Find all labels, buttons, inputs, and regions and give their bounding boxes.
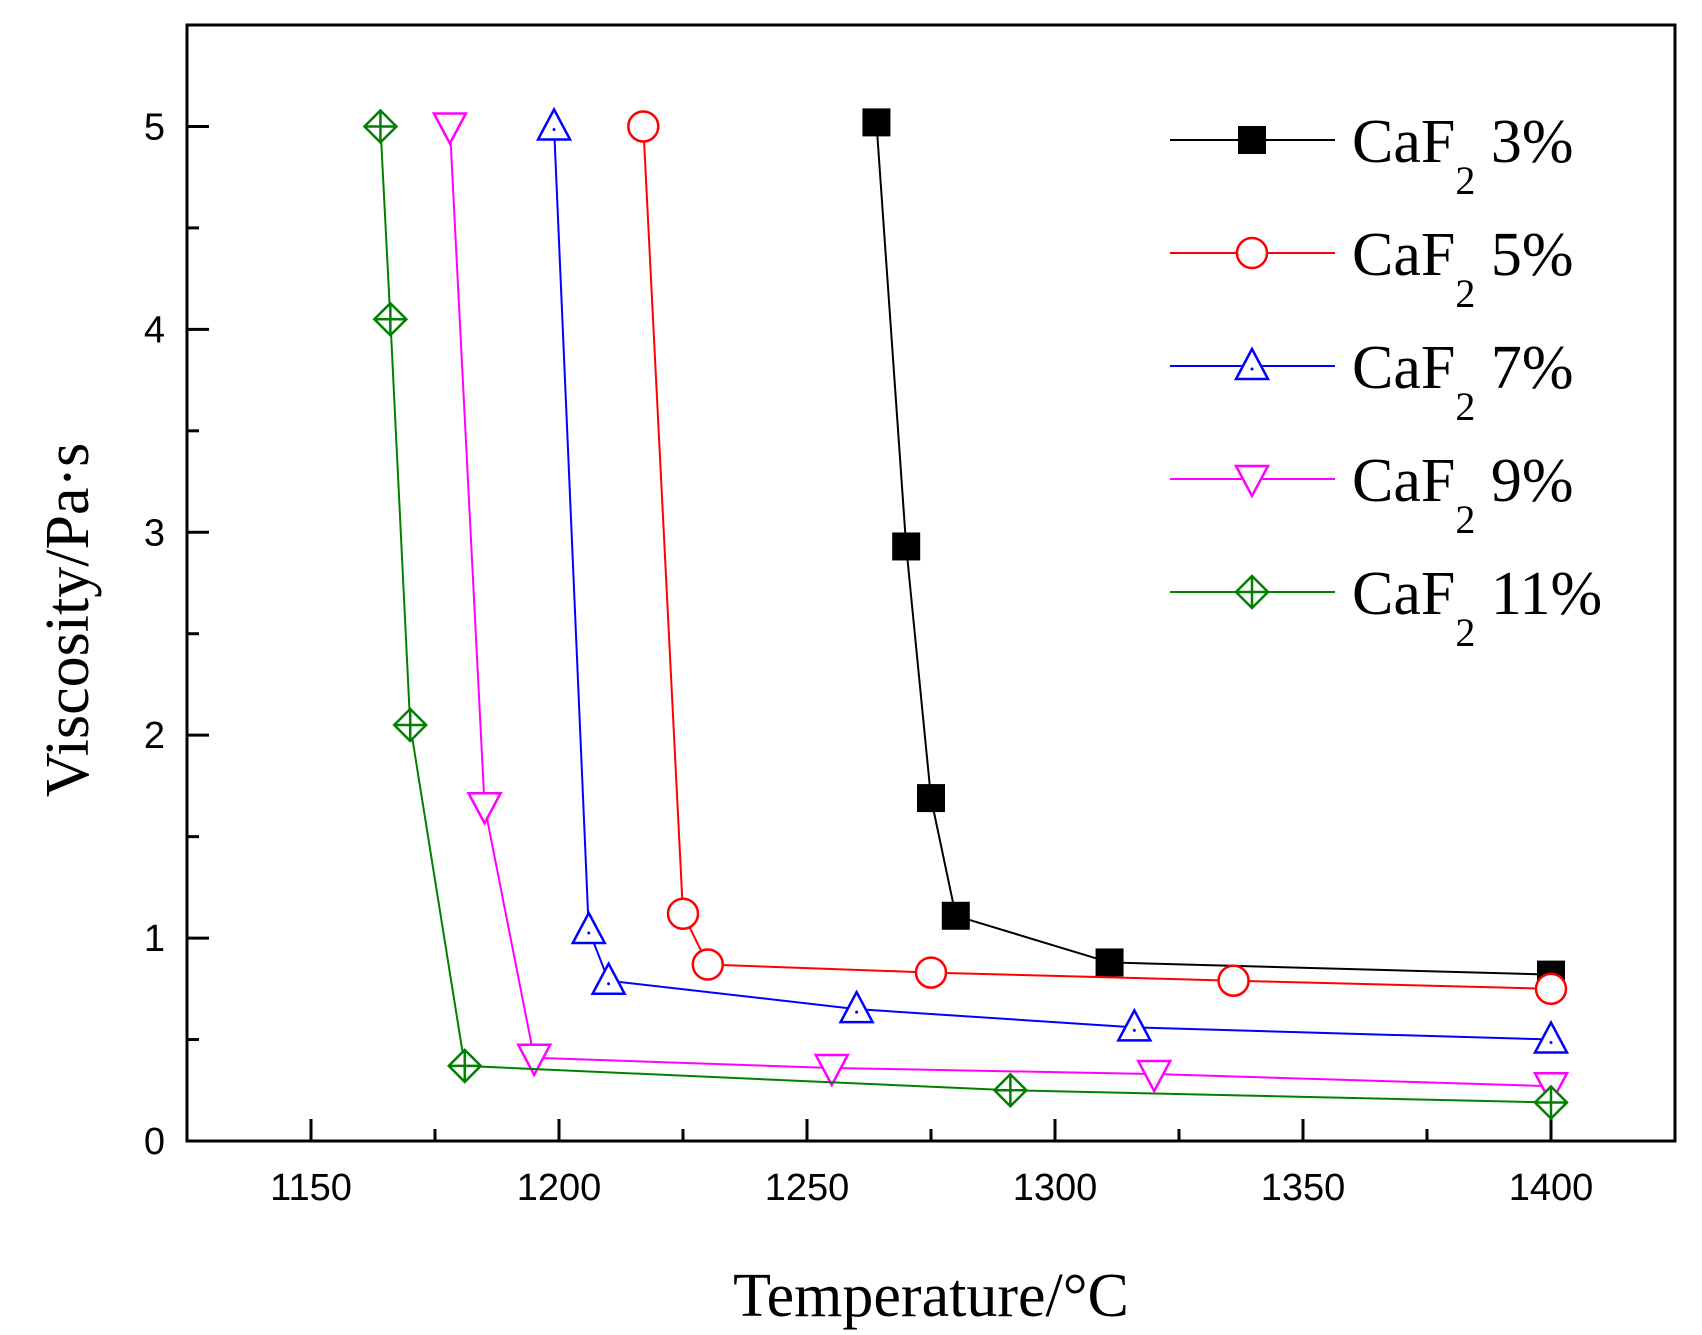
legend-label: CaF2 9% xyxy=(1352,447,1574,542)
data-point xyxy=(392,707,428,743)
y-tick-label: 5 xyxy=(144,106,165,148)
data-point xyxy=(1116,1007,1153,1042)
series-3 xyxy=(535,106,1570,1054)
data-point xyxy=(362,108,399,145)
y-tick-label: 4 xyxy=(144,309,165,351)
data-point xyxy=(941,901,970,930)
data-point xyxy=(627,110,660,143)
y-axis-ticks: 0 1 2 3 4 5 xyxy=(144,23,209,1163)
series-line xyxy=(379,126,1552,1104)
legend-entry: CaF2 11% xyxy=(1170,560,1602,655)
data-point xyxy=(590,961,627,995)
y-tick-label: 0 xyxy=(144,1121,165,1163)
data-point xyxy=(1234,574,1270,610)
x-axis-ticks: 1150 1200 1250 1300 1350 1400 xyxy=(185,1119,1677,1209)
data-point xyxy=(1534,972,1568,1006)
x-tick-label: 1150 xyxy=(270,1167,352,1209)
data-point xyxy=(466,791,503,826)
y-tick-label: 3 xyxy=(144,512,165,554)
y-tick-label: 1 xyxy=(144,918,165,960)
x-tick-label: 1300 xyxy=(1013,1167,1098,1209)
series-line xyxy=(448,126,1552,1088)
data-point xyxy=(372,301,409,337)
series-4 xyxy=(431,112,1570,1106)
data-point xyxy=(666,897,700,930)
data-point xyxy=(1136,1059,1173,1094)
x-tick-label: 1400 xyxy=(1509,1167,1594,1209)
legend-label: CaF2 7% xyxy=(1352,334,1574,429)
data-point xyxy=(813,1053,850,1088)
data-point xyxy=(691,948,725,981)
data-point xyxy=(446,1048,483,1084)
data-point xyxy=(1238,126,1266,154)
series-1 xyxy=(862,108,1565,989)
data-point xyxy=(992,1072,1029,1109)
x-axis-title: Temperature/°C xyxy=(733,1262,1129,1330)
data-point xyxy=(1532,1019,1570,1054)
legend-entry: CaF2 7% xyxy=(1170,334,1574,429)
x-tick-label: 1250 xyxy=(765,1167,850,1209)
data-point xyxy=(892,532,921,561)
data-point xyxy=(431,112,468,147)
data-point xyxy=(917,784,945,813)
x-tick-label: 1350 xyxy=(1261,1167,1346,1209)
series-line xyxy=(553,126,1552,1041)
data-point xyxy=(570,910,607,945)
legend: CaF2 3% CaF2 5% CaF2 7% CaF2 9% CaF2 11% xyxy=(1170,108,1602,655)
legend-label: CaF2 3% xyxy=(1352,108,1574,203)
y-tick-label: 2 xyxy=(144,715,165,757)
data-point xyxy=(1533,1084,1569,1121)
x-tick-label: 1200 xyxy=(517,1167,602,1209)
legend-label: CaF2 11% xyxy=(1352,560,1602,655)
data-point xyxy=(535,106,573,141)
legend-entry: CaF2 9% xyxy=(1170,447,1574,542)
data-point xyxy=(1217,964,1250,997)
data-point xyxy=(516,1043,553,1078)
series-line xyxy=(875,122,1552,976)
data-point xyxy=(1235,236,1269,270)
data-point xyxy=(862,108,891,137)
series-5 xyxy=(362,108,1569,1121)
data-point xyxy=(914,956,948,989)
data-point xyxy=(1095,948,1124,977)
legend-entry: CaF2 3% xyxy=(1170,108,1574,203)
series-line xyxy=(642,126,1552,990)
series-2 xyxy=(627,110,1568,1006)
legend-label: CaF2 5% xyxy=(1352,221,1574,316)
data-point xyxy=(1233,464,1271,499)
series-layer xyxy=(362,106,1570,1121)
legend-entry: CaF2 5% xyxy=(1170,221,1574,316)
data-point xyxy=(838,989,875,1024)
data-point xyxy=(1233,346,1271,381)
y-axis-title: Viscosity/Pa·s xyxy=(34,443,102,798)
